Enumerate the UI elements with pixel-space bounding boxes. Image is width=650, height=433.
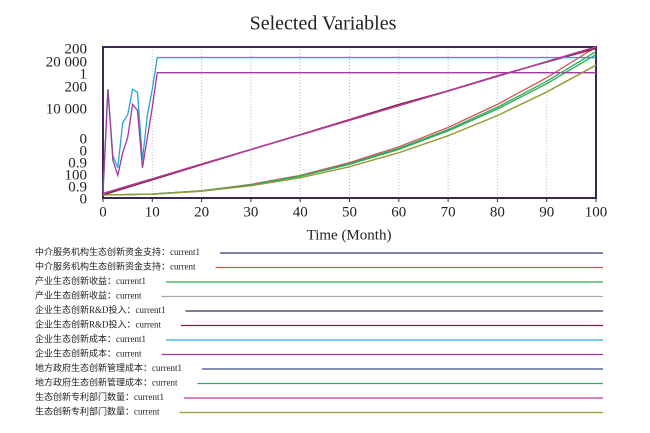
- x-tick-label: 60: [391, 204, 406, 220]
- legend-label: 地方政府生态创新管理成本：current1: [35, 362, 182, 373]
- legend-label: 产业生态创新收益：current: [35, 290, 142, 301]
- legend-label: 企业生态创新R&D投入：current1: [35, 304, 166, 315]
- y-tick-label: 200: [65, 41, 88, 57]
- plot-frame: [102, 46, 597, 199]
- legend-label: 企业生态创新成本：current1: [35, 333, 146, 344]
- y-tick-label: 200: [65, 79, 88, 95]
- y-tick-label: 0: [80, 191, 88, 207]
- legend-label: 地方政府生态创新管理成本：current: [35, 377, 178, 388]
- y-tick-label: 100: [65, 167, 88, 183]
- series-line: [102, 64, 597, 196]
- legend-label: 生态创新专利部门数量：current1: [35, 391, 164, 402]
- x-tick-label: 90: [539, 204, 554, 220]
- y-tick-label: 0.9: [68, 155, 87, 171]
- x-tick-label: 0: [99, 204, 107, 220]
- x-tick-label: 80: [490, 204, 505, 220]
- series-line: [102, 46, 597, 195]
- legend-label: 中介服务机构生态创新资金支持：current1: [35, 246, 200, 257]
- series-line: [102, 72, 596, 194]
- y-tick-label: 20 000: [46, 54, 87, 70]
- x-tick-label: 40: [293, 204, 308, 220]
- legend-label: 中介服务机构生态创新资金支持：current: [35, 261, 196, 272]
- y-tick-label: 10 000: [46, 101, 87, 117]
- y-tick-label: 0: [80, 143, 88, 159]
- legend-label: 生态创新专利部门数量：current: [35, 406, 160, 417]
- series-line: [102, 64, 597, 196]
- x-tick-label: 30: [243, 204, 258, 220]
- x-tick-label: 50: [342, 204, 357, 220]
- y-tick-label: 0: [80, 131, 88, 147]
- legend-label: 产业生态创新收益：current1: [35, 275, 146, 286]
- series-line: [102, 56, 596, 191]
- x-tick-label: 100: [585, 204, 608, 220]
- y-tick-label: 1: [80, 66, 88, 82]
- x-tick-label: 20: [194, 204, 209, 220]
- chart-title: Selected Variables: [250, 13, 397, 35]
- x-tick-label: 10: [145, 204, 160, 220]
- x-axis-label: Time (Month): [307, 227, 392, 243]
- y-tick-label: 0.9: [68, 179, 87, 195]
- legend-label: 企业生态创新R&D投入：current: [35, 319, 161, 330]
- legend-label: 企业生态创新成本：current: [35, 348, 142, 359]
- x-tick-label: 70: [441, 204, 456, 220]
